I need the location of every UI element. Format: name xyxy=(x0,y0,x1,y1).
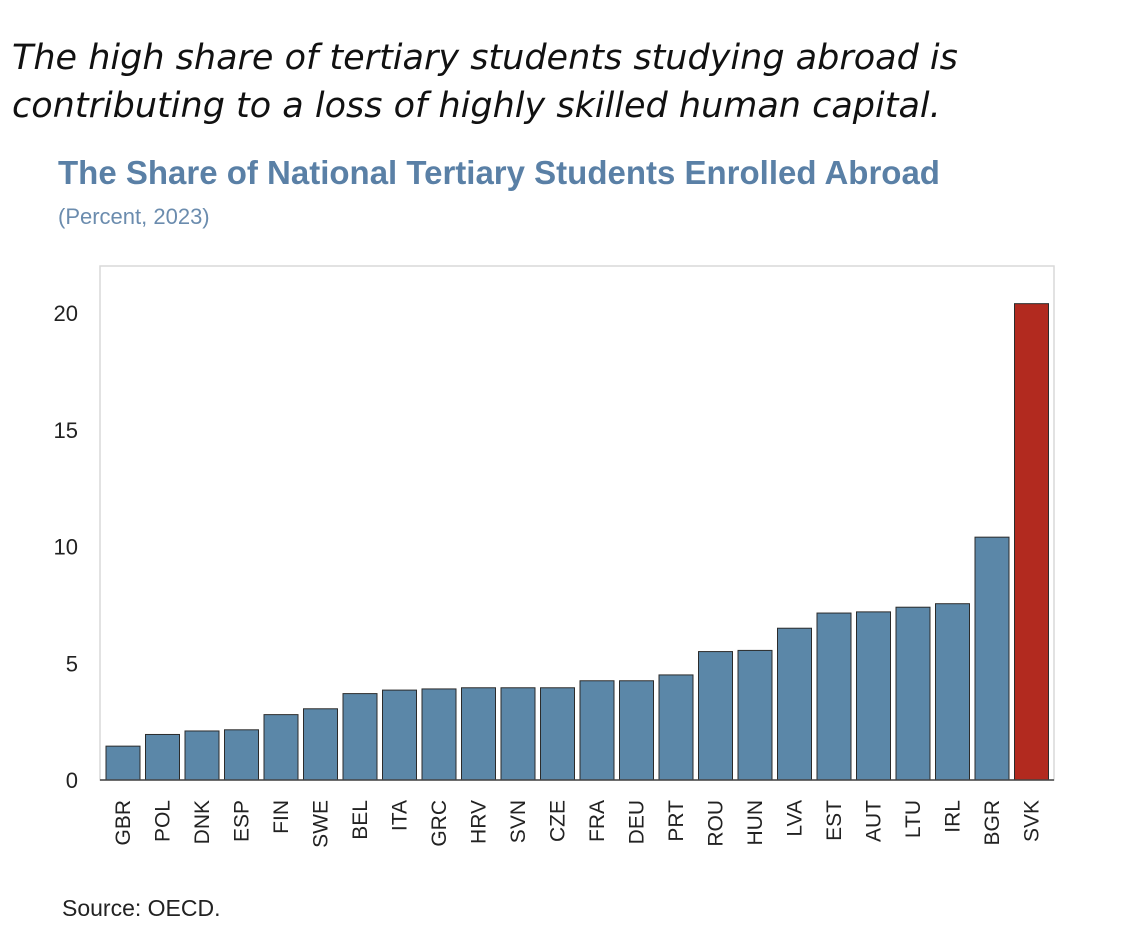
y-tick-label: 15 xyxy=(54,418,78,443)
bar-bgr xyxy=(974,536,1010,781)
x-tick-label: ITA xyxy=(389,800,412,831)
y-tick-label: 0 xyxy=(66,768,78,793)
x-tick-label: SVK xyxy=(1021,800,1044,842)
y-axis: 0 5 10 15 20 xyxy=(54,301,78,793)
bar-fra xyxy=(579,680,615,781)
bar-fin xyxy=(263,714,299,781)
x-tick-label: GRC xyxy=(428,800,451,847)
x-tick-label: HRV xyxy=(468,800,491,844)
x-tick-label: CZE xyxy=(547,800,570,842)
x-tick-label: AUT xyxy=(863,800,886,842)
x-tick-label: HUN xyxy=(744,800,767,846)
bar-prt xyxy=(658,674,694,781)
x-tick-label: LTU xyxy=(902,800,925,838)
x-tick-label: PRT xyxy=(665,800,688,842)
bar-gbr xyxy=(105,745,141,781)
x-tick-label: FIN xyxy=(270,800,293,834)
bar-rou xyxy=(698,651,733,781)
bar-pol xyxy=(145,733,180,781)
bar-deu xyxy=(619,680,654,781)
x-tick-label: DEU xyxy=(626,800,649,844)
bar-irl xyxy=(935,603,970,781)
x-tick-label: DNK xyxy=(191,800,214,844)
x-axis: GBR POL DNK ESP FIN SWE BEL ITA GRC HRV SVN CZE FRA D… xyxy=(112,800,1044,848)
x-tick-label: ROU xyxy=(705,800,728,847)
y-tick-label: 5 xyxy=(66,651,78,676)
headline: The high share of tertiary students stud… xyxy=(12,38,958,126)
x-tick-label: EST xyxy=(823,800,846,841)
chart-title: The Share of National Tertiary Students … xyxy=(58,154,940,191)
bar-svk xyxy=(1014,303,1049,781)
bar-dnk xyxy=(184,730,220,781)
x-tick-label: SWE xyxy=(310,800,333,848)
bar-swe xyxy=(303,708,338,781)
bar-esp xyxy=(224,729,259,781)
chart-subtitle: (Percent, 2023) xyxy=(58,204,210,229)
bar-hun xyxy=(737,649,773,781)
x-tick-label: BEL xyxy=(349,800,372,840)
bar-hrv xyxy=(461,687,496,781)
x-tick-label: SVN xyxy=(507,800,530,843)
bar-lva xyxy=(777,627,812,781)
bar-aut xyxy=(856,611,891,781)
bar-bel xyxy=(342,693,378,781)
x-tick-label: BGR xyxy=(981,800,1004,846)
x-tick-label: IRL xyxy=(942,800,965,833)
bar-est xyxy=(816,612,852,781)
bar-cze xyxy=(540,687,575,781)
x-tick-label: ESP xyxy=(231,800,254,842)
bar-ita xyxy=(382,689,417,781)
bar-ltu xyxy=(895,606,931,781)
bars xyxy=(105,303,1049,781)
x-tick-label: POL xyxy=(152,800,175,842)
x-tick-label: FRA xyxy=(586,800,609,842)
x-tick-label: LVA xyxy=(784,800,807,837)
x-tick-label: GBR xyxy=(112,800,135,846)
source-note: Source: OECD. xyxy=(62,895,221,921)
bar-svn xyxy=(500,687,536,781)
y-tick-label: 20 xyxy=(54,301,78,326)
bar-grc xyxy=(421,688,457,781)
y-tick-label: 10 xyxy=(54,535,78,560)
